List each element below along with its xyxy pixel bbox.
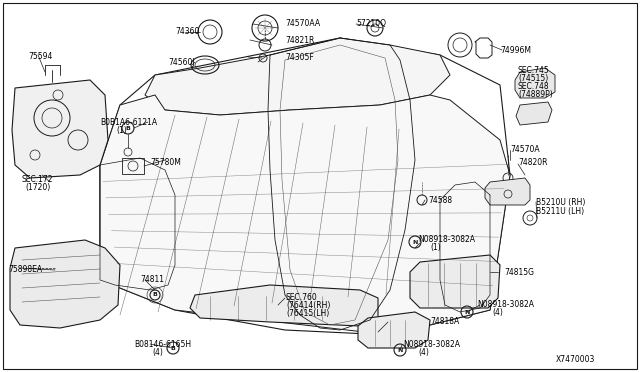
Polygon shape: [190, 285, 378, 326]
Text: (4): (4): [152, 348, 163, 357]
Text: 74821R: 74821R: [285, 36, 314, 45]
Text: (1720): (1720): [25, 183, 51, 192]
Polygon shape: [145, 38, 450, 115]
Text: 74305F: 74305F: [285, 53, 314, 62]
Text: 74560J: 74560J: [168, 58, 195, 67]
Text: 74818A: 74818A: [430, 317, 460, 326]
Polygon shape: [10, 240, 120, 328]
Text: 74996M: 74996M: [500, 46, 531, 55]
Text: (1): (1): [116, 126, 127, 135]
Text: 74588: 74588: [428, 196, 452, 205]
Text: (74515): (74515): [518, 74, 548, 83]
Polygon shape: [516, 102, 552, 125]
Text: 75594: 75594: [28, 52, 52, 61]
Text: (4): (4): [492, 308, 503, 317]
Text: B5210U (RH): B5210U (RH): [536, 198, 586, 207]
Text: SEC.748: SEC.748: [518, 82, 550, 91]
Text: B: B: [171, 346, 175, 350]
Text: B5211U (LH): B5211U (LH): [536, 207, 584, 216]
Text: (1): (1): [430, 243, 441, 252]
Text: B0B1A6-6121A: B0B1A6-6121A: [100, 118, 157, 127]
Polygon shape: [100, 38, 510, 335]
Text: 57210Q: 57210Q: [356, 19, 386, 28]
Polygon shape: [12, 80, 108, 178]
Text: SEC.172: SEC.172: [22, 175, 54, 184]
Text: N: N: [412, 240, 418, 244]
Polygon shape: [515, 68, 555, 98]
Text: N08918-3082A: N08918-3082A: [418, 235, 475, 244]
Text: 74360: 74360: [175, 27, 200, 36]
Bar: [122, 158, 144, 174]
Text: 74820R: 74820R: [518, 158, 547, 167]
Polygon shape: [410, 255, 500, 308]
Text: B08146-6165H: B08146-6165H: [134, 340, 191, 349]
Text: N08918-3082A: N08918-3082A: [477, 300, 534, 309]
Polygon shape: [485, 178, 530, 205]
Text: N08918-3082A: N08918-3082A: [403, 340, 460, 349]
Polygon shape: [358, 312, 430, 348]
Text: X7470003: X7470003: [556, 355, 595, 364]
Text: 75780M: 75780M: [150, 158, 181, 167]
Text: N: N: [464, 310, 470, 314]
Text: 74815G: 74815G: [504, 268, 534, 277]
Text: B: B: [152, 292, 157, 298]
Text: 74811: 74811: [140, 275, 164, 284]
Text: N: N: [397, 347, 403, 353]
Text: B: B: [125, 125, 131, 131]
Text: 74570AA: 74570AA: [285, 19, 320, 28]
Text: 75898EA: 75898EA: [8, 265, 42, 274]
Text: 74570A: 74570A: [510, 145, 540, 154]
Polygon shape: [100, 95, 510, 335]
Text: SEC.745: SEC.745: [518, 66, 550, 75]
Text: (76415(LH): (76415(LH): [286, 309, 329, 318]
Text: (74889P): (74889P): [518, 90, 553, 99]
Text: (76414(RH): (76414(RH): [286, 301, 330, 310]
Text: (4): (4): [418, 348, 429, 357]
Text: SEC.760: SEC.760: [286, 293, 317, 302]
